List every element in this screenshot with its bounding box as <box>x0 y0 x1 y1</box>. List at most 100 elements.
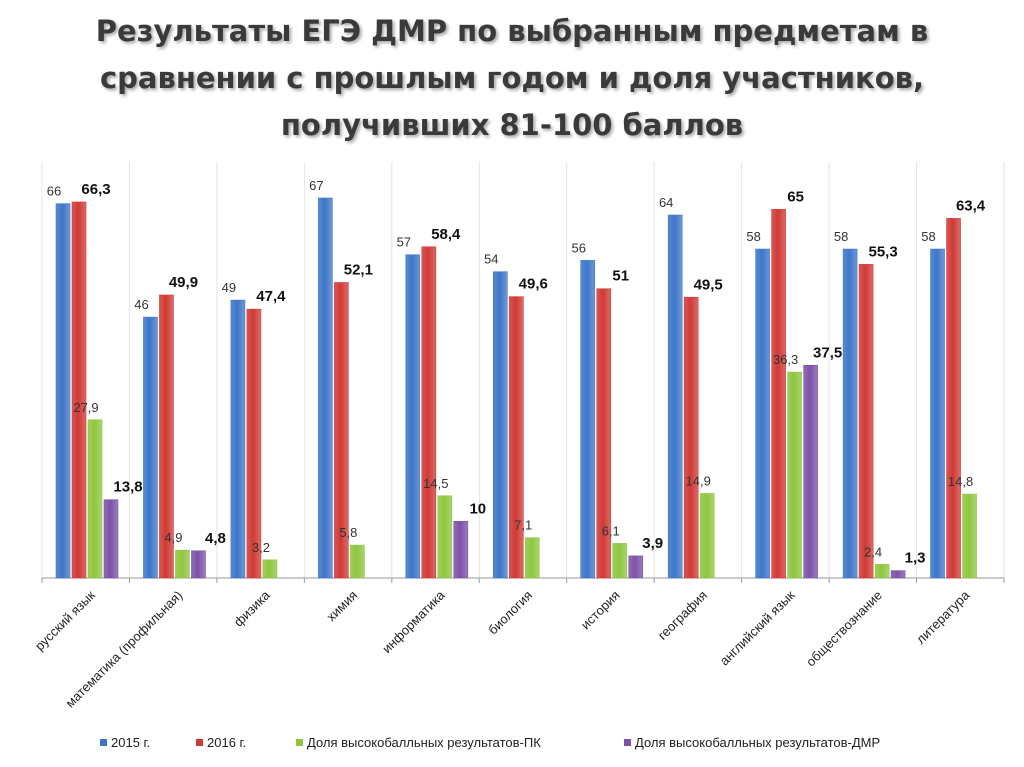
bar <box>596 288 612 579</box>
bar <box>350 544 365 579</box>
legend-swatch <box>196 739 203 746</box>
data-label: 27,9 <box>73 400 98 415</box>
data-label: 47,4 <box>256 288 286 305</box>
chart-title-line-2: сравнении с прошлым годом и доля участни… <box>99 61 925 95</box>
bar <box>143 316 158 579</box>
bar <box>71 201 87 579</box>
category-label: география <box>655 588 710 643</box>
legend-label: Доля высокобалльных результатов-ДМР <box>635 735 880 750</box>
data-label: 56 <box>571 240 585 255</box>
bar <box>874 564 890 579</box>
bar <box>612 543 628 579</box>
data-label: 3,9 <box>642 535 663 552</box>
category-label: химия <box>323 588 360 625</box>
data-label: 46 <box>134 297 148 312</box>
data-label: 14,9 <box>686 473 711 488</box>
x-axis <box>41 577 1005 583</box>
bar <box>87 419 103 579</box>
bar <box>667 214 683 579</box>
category-label: биология <box>485 588 535 638</box>
bar <box>683 296 699 579</box>
data-label: 67 <box>309 178 323 193</box>
bar <box>508 296 524 579</box>
bar <box>803 365 818 579</box>
data-label: 1,3 <box>905 550 926 567</box>
data-label: 14,5 <box>423 476 448 491</box>
legend-swatch <box>296 739 303 746</box>
gridlines <box>41 162 1005 578</box>
data-label: 65 <box>787 188 804 205</box>
bar <box>421 246 437 579</box>
legend-label: 2016 г. <box>207 735 246 750</box>
bar <box>699 493 715 579</box>
data-label: 3,2 <box>252 540 270 555</box>
legend-swatch <box>624 739 631 746</box>
data-labels: 66 66,3 27,9 13,8 46 49,9 4,9 4,8 49 47,4 3,2 67 52,… <box>47 178 986 567</box>
data-label: 64 <box>659 195 673 210</box>
bar <box>191 550 206 579</box>
bar <box>103 499 119 579</box>
data-label: 13,8 <box>113 479 142 496</box>
legend: 2015 г. 2016 г. Доля высокобалльных резуль… <box>100 735 880 750</box>
bar <box>492 271 508 579</box>
data-label: 55,3 <box>868 243 897 260</box>
data-label: 14,8 <box>948 474 973 489</box>
bar <box>334 282 349 579</box>
data-label: 37,5 <box>813 344 842 361</box>
chart-title-line-3: получивших 81-100 баллов <box>280 108 744 142</box>
legend-swatch <box>100 739 107 746</box>
data-label: 6,1 <box>602 523 620 538</box>
data-label: 5,8 <box>339 525 357 540</box>
bar <box>628 555 644 579</box>
bar <box>524 537 540 579</box>
data-label: 66 <box>47 184 61 199</box>
bar <box>437 495 453 579</box>
category-label: физика <box>231 587 274 630</box>
bar <box>175 549 190 579</box>
data-label: 36,3 <box>773 352 798 367</box>
bar <box>159 294 174 579</box>
category-label: обществознание <box>803 588 885 670</box>
data-label: 57 <box>397 235 411 250</box>
data-label: 49 <box>222 280 236 295</box>
legend-label: 2015 г. <box>111 735 150 750</box>
category-label: русский язык <box>32 587 98 653</box>
data-label: 4,9 <box>164 530 182 545</box>
bar <box>930 248 945 579</box>
bar <box>842 248 858 579</box>
data-label: 51 <box>612 268 629 285</box>
bar <box>946 218 961 579</box>
category-label: английский язык <box>717 587 798 668</box>
data-label: 10 <box>469 500 486 517</box>
bars <box>55 197 977 579</box>
data-label: 58 <box>746 229 760 244</box>
category-label: история <box>578 588 623 633</box>
data-label: 7,1 <box>514 518 532 533</box>
bar <box>246 308 262 579</box>
bar <box>755 248 770 579</box>
bar <box>771 209 786 579</box>
category-label: литература <box>913 587 973 647</box>
bar <box>262 559 278 579</box>
bar <box>318 197 333 579</box>
data-label: 63,4 <box>956 197 986 214</box>
data-label: 58 <box>834 229 848 244</box>
chart-title-line-1: Результаты ЕГЭ ДМР по выбранным предмета… <box>95 14 929 48</box>
bar <box>858 264 874 579</box>
bar <box>580 260 596 579</box>
bar <box>787 371 802 579</box>
data-label: 58,4 <box>431 226 461 243</box>
data-label: 4,8 <box>205 530 226 547</box>
data-label: 54 <box>484 252 498 267</box>
legend-label: Доля высокобалльных результатов-ПК <box>307 735 541 750</box>
bar <box>230 299 246 579</box>
data-label: 2,4 <box>864 544 882 559</box>
data-label: 66,3 <box>81 181 110 198</box>
data-label: 52,1 <box>344 262 373 279</box>
bar <box>962 493 977 579</box>
bar <box>453 520 469 579</box>
data-label: 49,9 <box>169 274 198 291</box>
data-label: 49,5 <box>694 276 723 293</box>
